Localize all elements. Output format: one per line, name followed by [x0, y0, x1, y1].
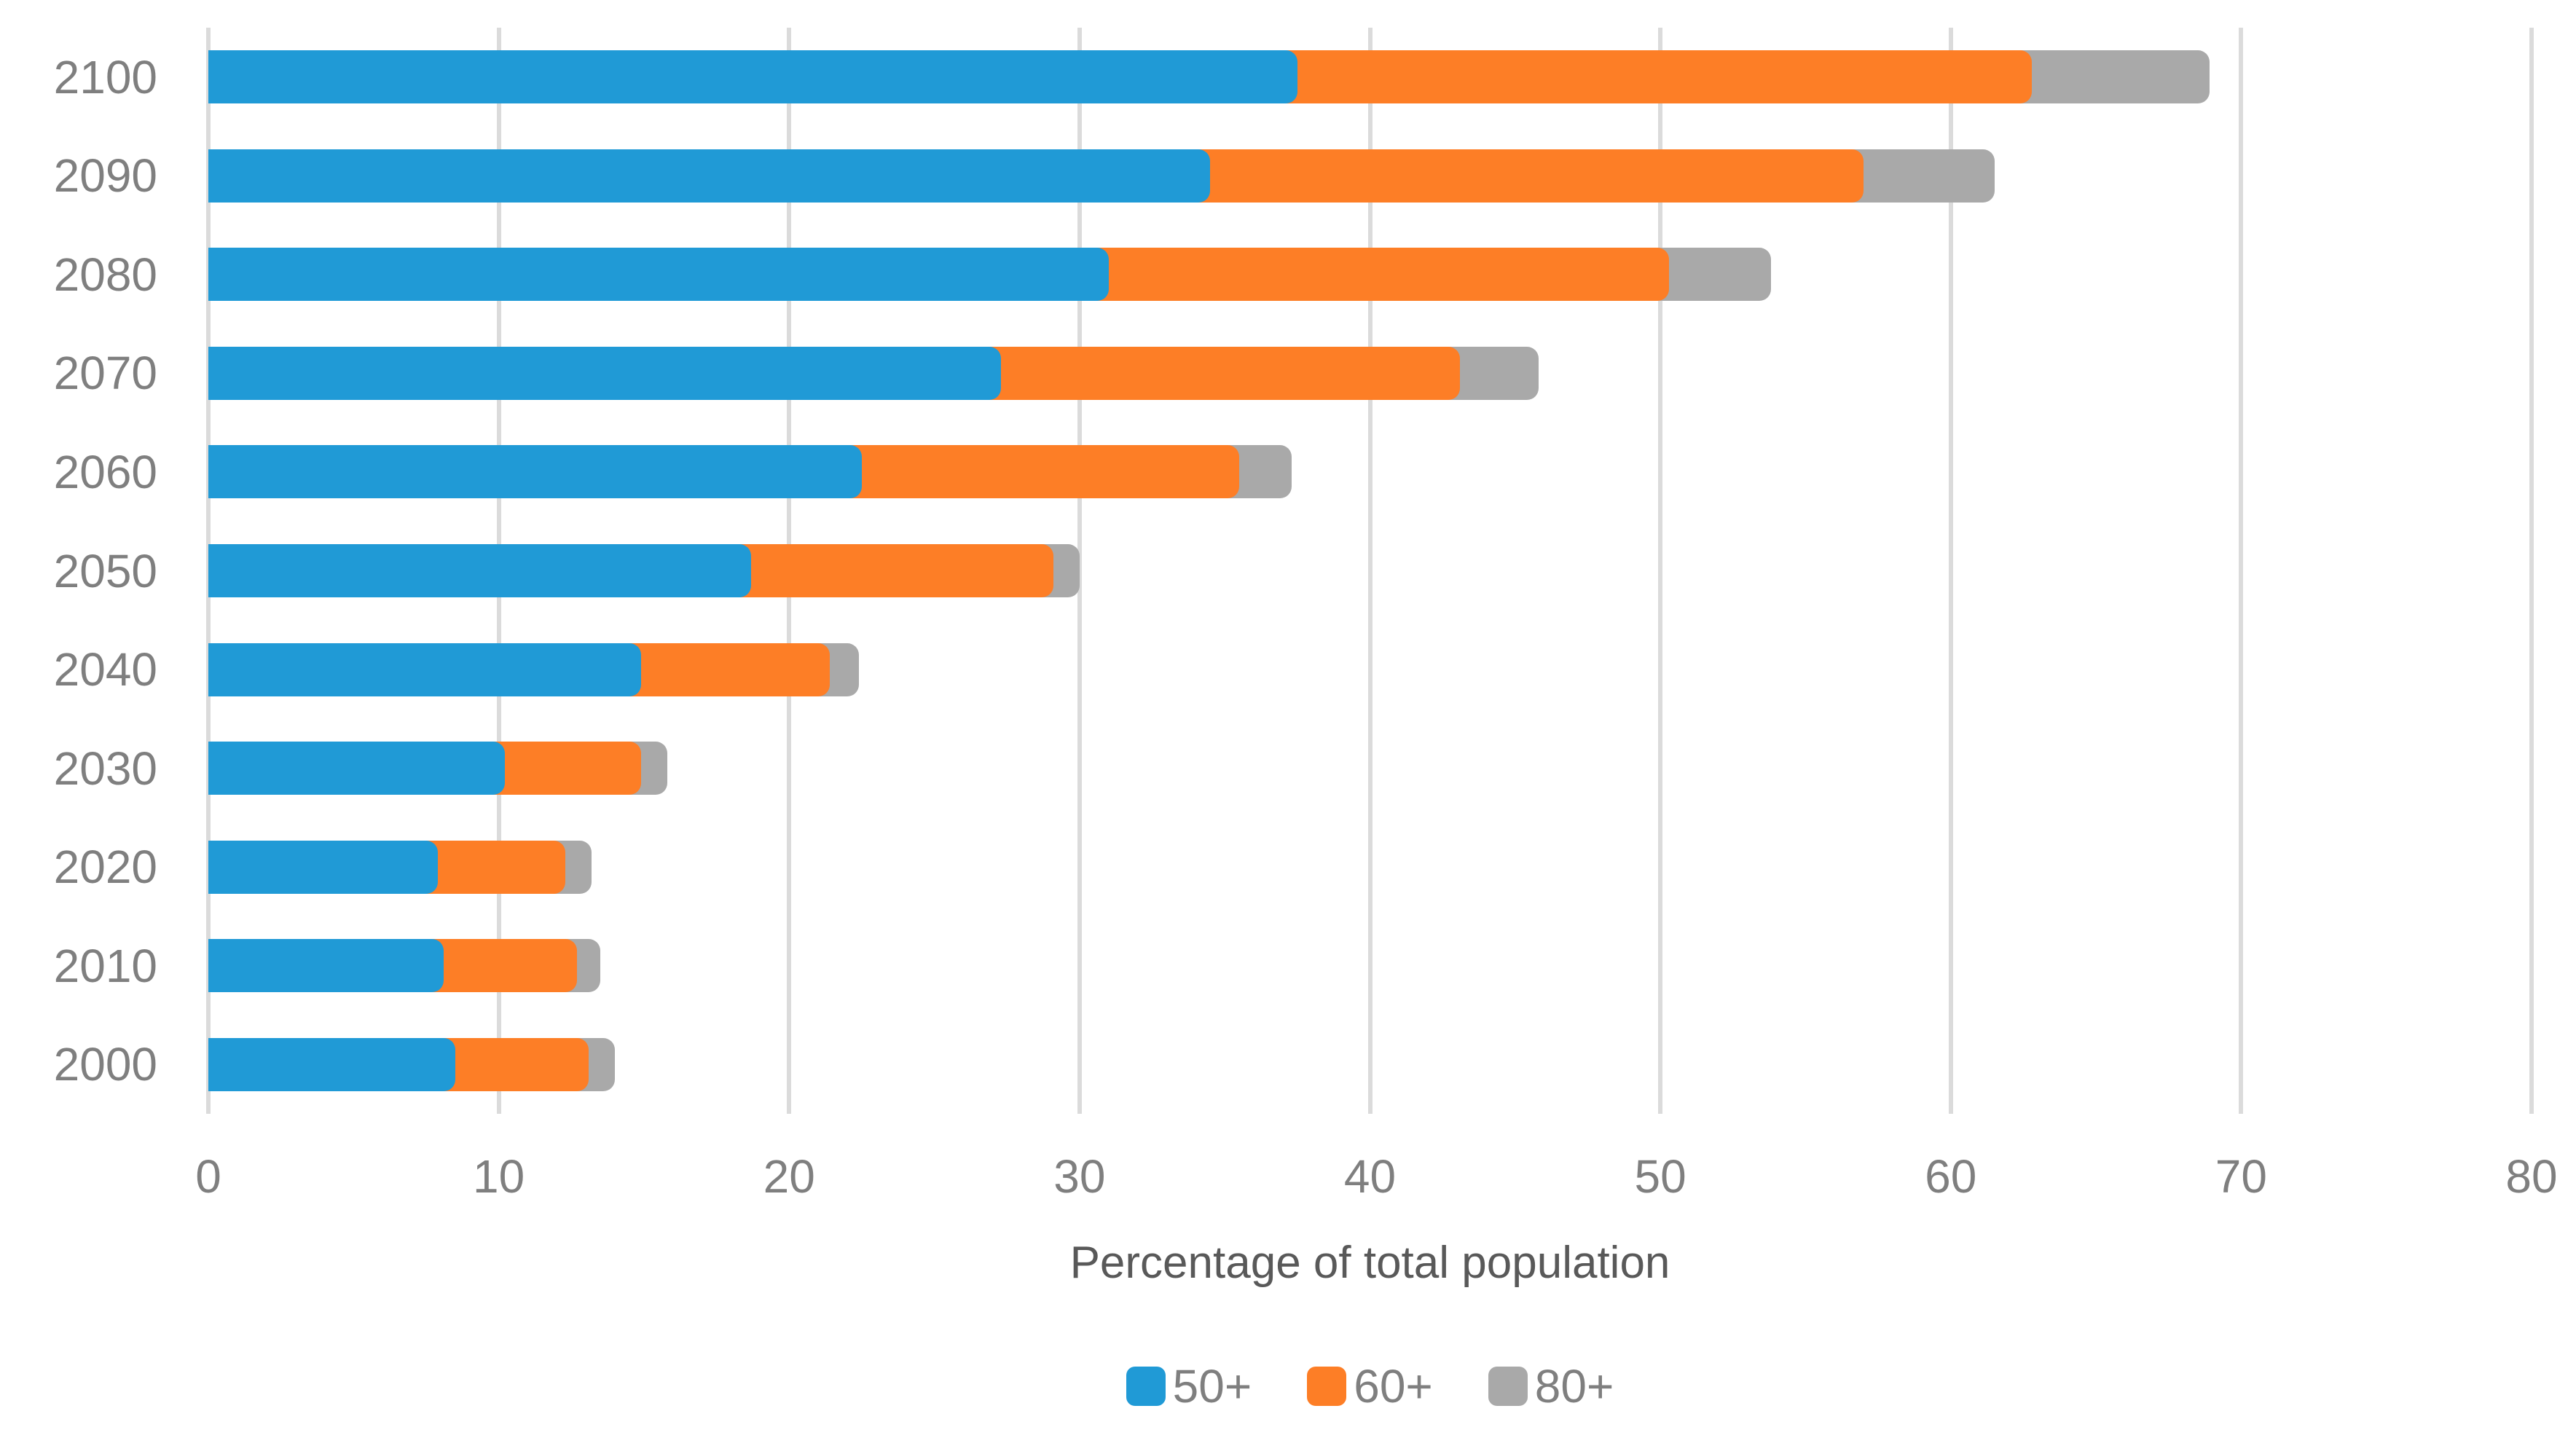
x-tick-label-10: 10 [473, 1150, 525, 1203]
bar-2070 [208, 346, 2532, 400]
bar-2030 [208, 742, 2532, 795]
bar-segment-50plus [208, 1037, 455, 1091]
y-axis-label-2030: 2030 [53, 742, 157, 795]
bar-segment-50plus [208, 248, 1109, 302]
bar-row-2060 [208, 423, 2532, 522]
legend-item-50plus: 50+ [1126, 1359, 1252, 1413]
legend-label-80plus: 80+ [1534, 1360, 1614, 1412]
bar-segment-50plus [208, 445, 862, 499]
legend-label-60plus: 60+ [1354, 1360, 1433, 1412]
bar-row-2050 [208, 522, 2532, 621]
bar-segment-50plus [208, 544, 752, 597]
bar-2060 [208, 445, 2532, 499]
bar-segment-50plus [208, 939, 444, 993]
legend-swatch-icon [1488, 1367, 1528, 1406]
legend-label-50plus: 50+ [1172, 1360, 1252, 1412]
bar-row-2030 [208, 719, 2532, 818]
gridline-40 [1367, 28, 1373, 1114]
y-axis-label-2020: 2020 [53, 841, 157, 894]
gridline-60 [1948, 28, 1953, 1114]
y-axis-label-2000: 2000 [53, 1038, 157, 1091]
y-axis-labels: 2100 2090 2080 2070 2060 2050 2040 2030 2020 2010… [0, 28, 157, 1114]
gridline-50 [1658, 28, 1663, 1114]
y-axis-label-2010: 2010 [53, 939, 157, 992]
bar-2000 [208, 1037, 2532, 1091]
y-axis-label-2070: 2070 [53, 347, 157, 400]
bar-segment-50plus [208, 642, 641, 696]
bar-2020 [208, 840, 2532, 894]
x-tick-label-60: 60 [1925, 1150, 1977, 1203]
x-tick-label-30: 30 [1053, 1150, 1106, 1203]
bar-row-2020 [208, 817, 2532, 916]
bar-row-2090 [208, 127, 2532, 226]
x-axis-ticks: 0 10 20 30 40 50 60 70 80 [195, 1150, 2557, 1211]
y-axis-label-2040: 2040 [53, 643, 157, 696]
legend: 50+ 60+ 80+ [208, 1359, 2532, 1413]
y-axis-label-2050: 2050 [53, 544, 157, 597]
bar-row-2040 [208, 620, 2532, 719]
x-tick-label-50: 50 [1634, 1150, 1686, 1203]
x-tick-label-80: 80 [2505, 1150, 2558, 1203]
gridline-30 [1077, 28, 1082, 1114]
legend-swatch-icon [1307, 1367, 1347, 1406]
bar-segment-50plus [208, 50, 1297, 104]
y-axis-label-2100: 2100 [53, 50, 157, 103]
bar-segment-50plus [208, 346, 1002, 400]
x-tick-label-0: 0 [195, 1150, 221, 1203]
bars-layer [208, 28, 2532, 1114]
bar-row-2070 [208, 324, 2532, 423]
bar-2050 [208, 544, 2532, 597]
y-axis-label-2090: 2090 [53, 149, 157, 203]
bar-2010 [208, 939, 2532, 993]
y-axis-label-2080: 2080 [53, 248, 157, 301]
bar-2040 [208, 642, 2532, 696]
bar-2100 [208, 50, 2532, 104]
bar-row-2100 [208, 28, 2532, 127]
legend-item-60plus: 60+ [1307, 1359, 1433, 1413]
bar-row-2000 [208, 1015, 2532, 1114]
gridline-80 [2529, 28, 2534, 1114]
bar-segment-50plus [208, 149, 1211, 203]
x-axis-title: Percentage of total population [1069, 1238, 1670, 1288]
x-tick-label-70: 70 [2215, 1150, 2267, 1203]
bar-segment-50plus [208, 840, 438, 894]
y-axis-label-2060: 2060 [53, 445, 157, 498]
x-tick-label-40: 40 [1343, 1150, 1397, 1203]
x-tick-label-20: 20 [763, 1150, 815, 1203]
bar-row-2010 [208, 916, 2532, 1015]
legend-swatch-icon [1126, 1367, 1166, 1406]
legend-item-80plus: 80+ [1488, 1359, 1614, 1413]
bar-2080 [208, 248, 2532, 302]
bar-row-2080 [208, 225, 2532, 324]
gridline-70 [2239, 28, 2244, 1114]
bar-2090 [208, 149, 2532, 203]
bar-segment-50plus [208, 742, 505, 795]
